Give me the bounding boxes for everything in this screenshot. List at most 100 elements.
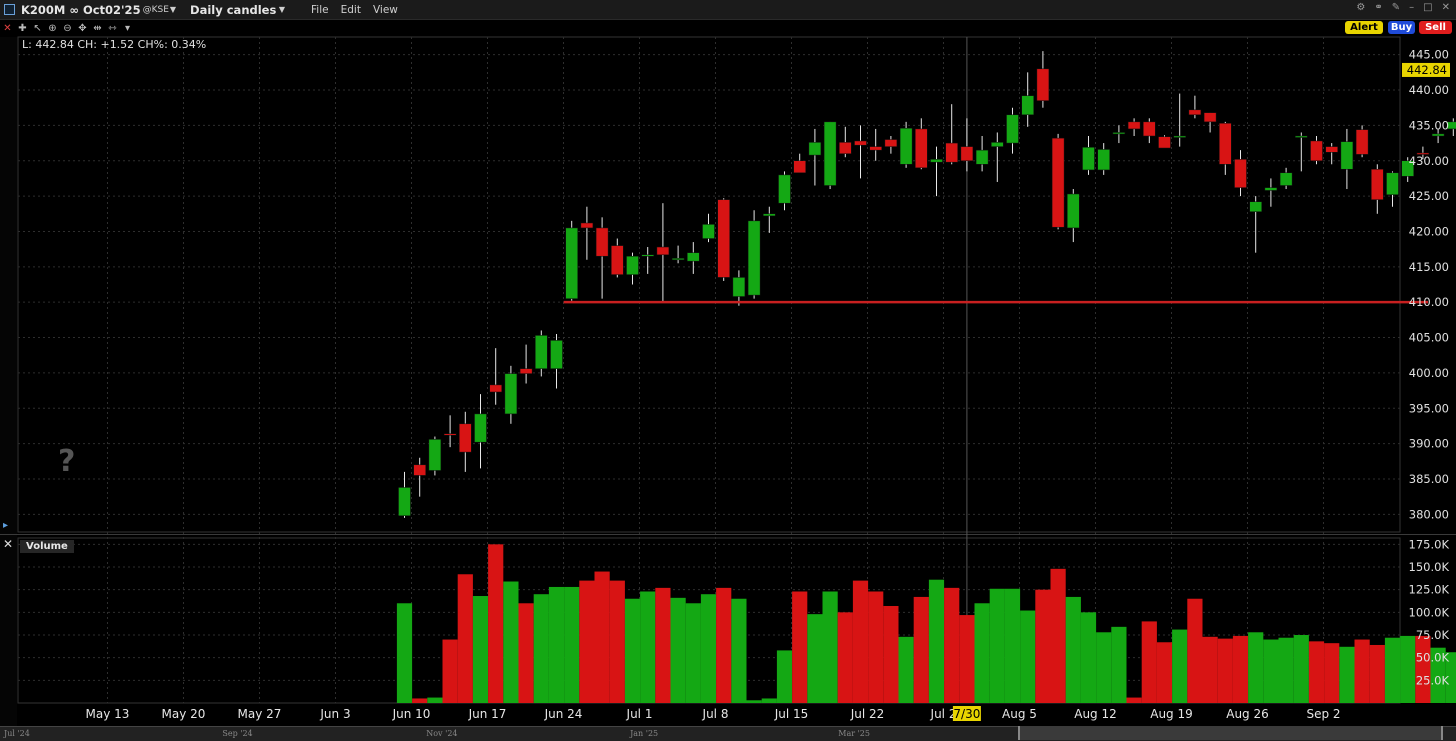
expand-icon[interactable]: ⇹ [93,22,102,34]
volume-bar [1415,635,1431,703]
candle-body [1340,141,1354,170]
menu-file[interactable]: File [311,3,329,16]
volume-bar [1384,637,1401,703]
volume-bar [609,580,625,703]
close-icon[interactable]: ✕ [1441,2,1450,13]
volume-bar [427,697,443,703]
candle-body [1234,159,1247,188]
volume-pane-label: Volume [20,540,74,553]
price-tick-label: 440.00 [1409,83,1449,97]
volume-bar [457,574,473,703]
volume-tick-label: 150.0K [1409,560,1450,574]
contract-dropdown-icon[interactable]: ▼ [169,5,177,14]
zoom-out-icon[interactable]: ⊖ [63,22,72,34]
date-tick-label: May 20 [162,707,206,721]
pane-divider-icon[interactable]: ▸ [3,520,9,531]
candle-body [702,224,715,239]
volume-bar [928,579,945,703]
volume-bar [1400,635,1416,703]
menu-view[interactable]: View [372,3,398,16]
contract-title[interactable]: K200M ∞ Oct02'25 [21,2,141,17]
candle-body [854,140,867,146]
volume-bar [746,700,762,703]
volume-bar [974,603,990,703]
candle-body [459,423,472,453]
volume-bar [792,591,808,703]
close-icon[interactable]: ✕ [3,22,12,34]
volume-bar [655,587,671,703]
volume-tick-label: 75.0K [1416,628,1450,642]
candle-body [656,246,670,256]
navigator-date-label: Sep '24 [222,729,253,738]
volume-bar [1324,643,1340,703]
candle-body [519,368,533,374]
volume-tick-label: 125.0K [1409,583,1450,597]
volume-bar [1187,598,1203,703]
exchange-label[interactable]: @KSE [142,4,169,15]
volume-bar [852,580,869,703]
volume-bar [1232,635,1249,703]
crosshair-date-label: 7/30 [953,707,980,721]
volume-bar [624,598,641,703]
link-icon[interactable]: ⚭ [1374,2,1383,13]
bar-type-dropdown-icon[interactable]: ▼ [276,5,286,14]
price-tick-label: 415.00 [1409,260,1449,274]
volume-bar [776,650,793,703]
candle-body [1036,68,1050,101]
volume-bar [1293,635,1309,703]
candle-body [595,227,609,257]
candle-body [474,413,487,443]
volume-bar [1080,612,1097,703]
volume-bar [1369,644,1385,703]
crosshair-date-tag [952,706,981,721]
buy-button[interactable]: Buy [1388,21,1415,34]
volume-bar [1263,639,1279,703]
alert-button[interactable]: Alert [1345,21,1383,34]
candle-body [1371,168,1384,200]
minimize-icon[interactable]: – [1409,2,1415,13]
candle-body [1249,201,1262,212]
date-tick-label: Jun 17 [468,707,507,721]
navigator-date-label: Mar '25 [838,729,870,738]
left-strip [0,37,17,727]
bar-type-selector[interactable]: Daily candles [190,2,277,17]
date-tick-label: May 13 [86,707,130,721]
candle-body [687,252,700,262]
candle-body [504,373,518,415]
candle-body [580,222,594,229]
draw-icon[interactable]: ↖ [33,22,42,34]
chart-app-icon [4,4,15,15]
candle-body [975,149,989,165]
menu-edit[interactable]: Edit [340,3,361,16]
candle-body [763,213,776,217]
volume-bar [1004,588,1021,703]
candle-body [626,255,639,275]
candle-body [550,340,563,369]
gear-icon[interactable]: ⚙ [1356,2,1366,13]
navigator-window[interactable] [1018,726,1443,740]
maximize-icon[interactable]: □ [1423,2,1433,13]
shrink-icon[interactable]: ⇿ [108,22,117,34]
toolbar-more-icon[interactable]: ▾ [124,22,131,34]
candle-body [1067,193,1080,229]
candle-body [611,245,624,275]
pin-icon[interactable]: ✎ [1391,2,1401,13]
move-icon[interactable]: ✥ [78,22,87,34]
volume-bar [944,587,960,703]
candle-body [778,174,791,204]
crosshair-icon[interactable]: ✚ [18,22,27,34]
volume-bar [518,603,534,703]
candle-body [443,433,457,436]
date-tick-label: Jun 10 [392,707,431,721]
candle-body [1325,146,1338,153]
candle-body [489,384,502,393]
help-icon[interactable]: ? [58,444,76,479]
price-tick-label: 385.00 [1409,472,1449,486]
candle-body [1082,147,1095,171]
sell-button[interactable]: Sell [1419,21,1452,34]
candle-body [1355,129,1369,155]
zoom-in-icon[interactable]: ⊕ [48,22,57,34]
close-volume-pane-icon[interactable]: ✕ [3,537,14,551]
price-tick-label: 390.00 [1409,437,1449,451]
